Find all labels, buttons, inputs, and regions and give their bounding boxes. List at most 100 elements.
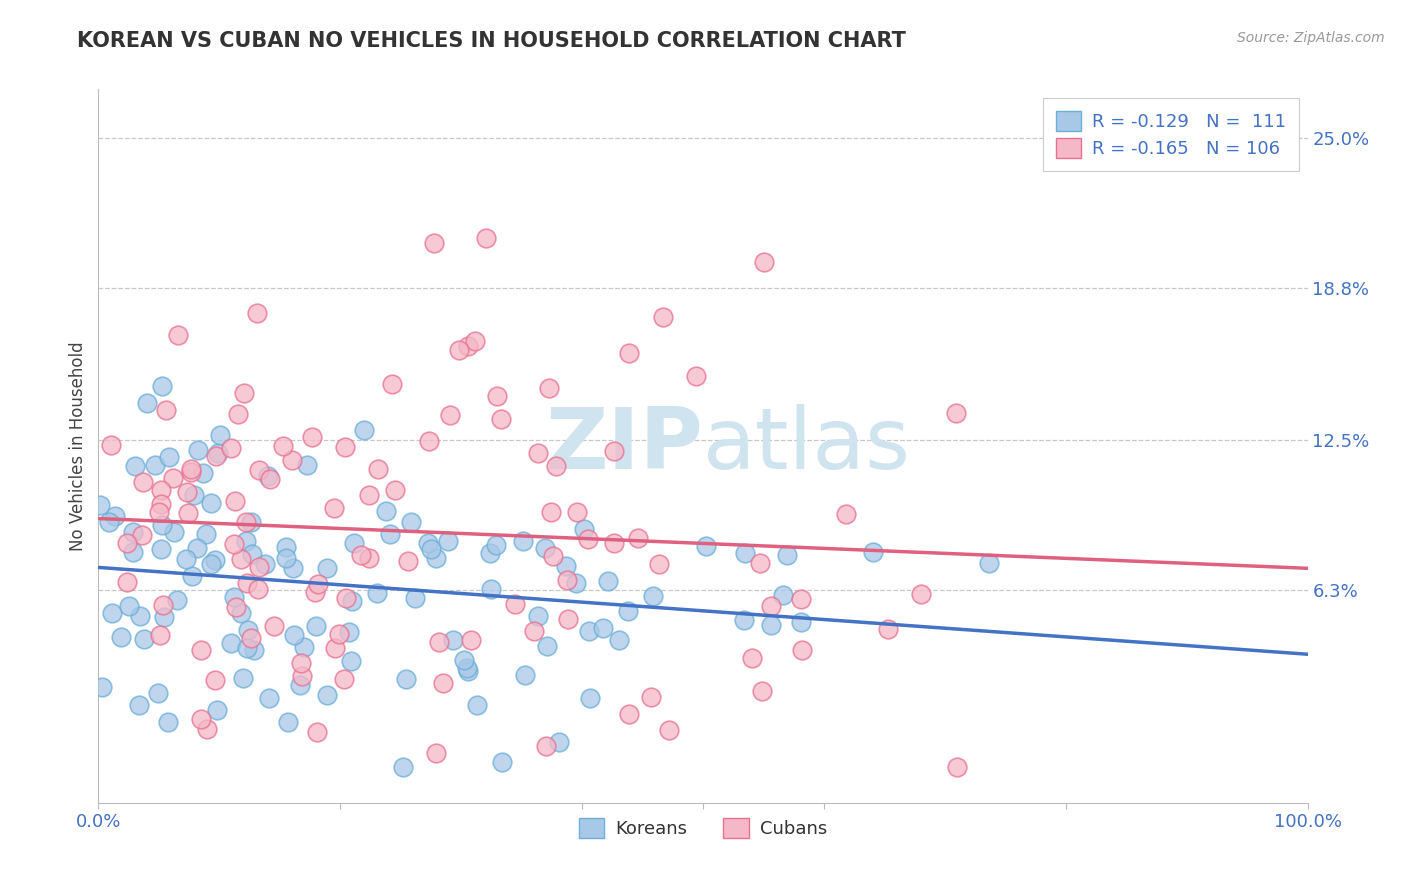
Point xyxy=(641,589,664,603)
Point xyxy=(207,703,229,717)
Point xyxy=(128,608,150,623)
Point xyxy=(457,664,479,678)
Text: Source: ZipAtlas.com: Source: ZipAtlas.com xyxy=(1237,31,1385,45)
Point xyxy=(110,630,132,644)
Point xyxy=(404,591,426,606)
Point xyxy=(238,623,260,637)
Point xyxy=(323,641,346,656)
Point xyxy=(89,498,111,512)
Point xyxy=(225,599,247,614)
Point xyxy=(862,545,884,559)
Point xyxy=(283,628,305,642)
Point xyxy=(540,505,562,519)
Point xyxy=(263,619,285,633)
Point xyxy=(617,346,640,360)
Point xyxy=(305,724,328,739)
Point xyxy=(271,439,294,453)
Point xyxy=(328,627,350,641)
Point xyxy=(439,408,461,422)
Point xyxy=(437,533,460,548)
Point xyxy=(790,615,813,629)
Point xyxy=(90,681,112,695)
Point xyxy=(485,538,508,552)
Point xyxy=(367,461,389,475)
Point xyxy=(503,597,526,611)
Point xyxy=(910,586,932,600)
Point xyxy=(305,619,328,633)
Point xyxy=(478,546,501,560)
Point xyxy=(190,712,212,726)
Point xyxy=(166,593,188,607)
Point xyxy=(277,715,299,730)
Point xyxy=(246,306,269,320)
Point xyxy=(977,556,1000,570)
Point xyxy=(578,532,600,546)
Point xyxy=(152,598,174,612)
Point xyxy=(374,504,396,518)
Point xyxy=(193,466,215,480)
Point xyxy=(418,434,440,449)
Point xyxy=(235,515,257,529)
Point xyxy=(132,475,155,490)
Point xyxy=(333,672,356,686)
Point xyxy=(759,618,782,632)
Point xyxy=(294,640,316,655)
Point xyxy=(150,517,173,532)
Point xyxy=(416,535,439,549)
Point xyxy=(555,574,578,588)
Point xyxy=(150,378,173,392)
Point xyxy=(135,396,157,410)
Point xyxy=(156,714,179,729)
Point xyxy=(291,669,314,683)
Point xyxy=(146,686,169,700)
Point xyxy=(877,622,900,636)
Point xyxy=(200,496,222,510)
Point xyxy=(776,549,799,563)
Point xyxy=(149,542,172,557)
Point xyxy=(152,610,174,624)
Point xyxy=(792,643,814,657)
Point xyxy=(425,551,447,566)
Point xyxy=(148,505,170,519)
Point xyxy=(247,463,270,477)
Point xyxy=(131,527,153,541)
Point xyxy=(475,231,498,245)
Point xyxy=(97,515,120,529)
Point xyxy=(204,449,226,463)
Point xyxy=(283,561,305,575)
Point xyxy=(536,639,558,653)
Point xyxy=(200,557,222,571)
Point xyxy=(229,552,252,566)
Point xyxy=(751,684,773,698)
Point xyxy=(195,527,218,541)
Point xyxy=(748,556,770,570)
Point xyxy=(118,599,141,613)
Point xyxy=(607,632,630,647)
Point xyxy=(254,558,277,572)
Point xyxy=(548,735,571,749)
Point xyxy=(396,553,419,567)
Point xyxy=(523,624,546,638)
Point xyxy=(378,527,401,541)
Point xyxy=(157,450,180,464)
Point xyxy=(235,533,257,548)
Point xyxy=(579,691,602,706)
Point xyxy=(101,606,124,620)
Point xyxy=(209,428,232,442)
Legend: Koreans, Cubans: Koreans, Cubans xyxy=(567,805,839,851)
Point xyxy=(149,483,172,497)
Point xyxy=(578,624,600,638)
Point xyxy=(945,406,967,420)
Point xyxy=(564,575,586,590)
Point xyxy=(204,673,226,688)
Text: ZIP: ZIP xyxy=(546,404,703,488)
Point xyxy=(104,508,127,523)
Point xyxy=(392,759,415,773)
Point xyxy=(603,535,626,549)
Point xyxy=(617,604,640,618)
Point xyxy=(340,654,363,668)
Point xyxy=(456,660,478,674)
Point xyxy=(226,407,249,421)
Point xyxy=(381,377,404,392)
Point xyxy=(176,485,198,500)
